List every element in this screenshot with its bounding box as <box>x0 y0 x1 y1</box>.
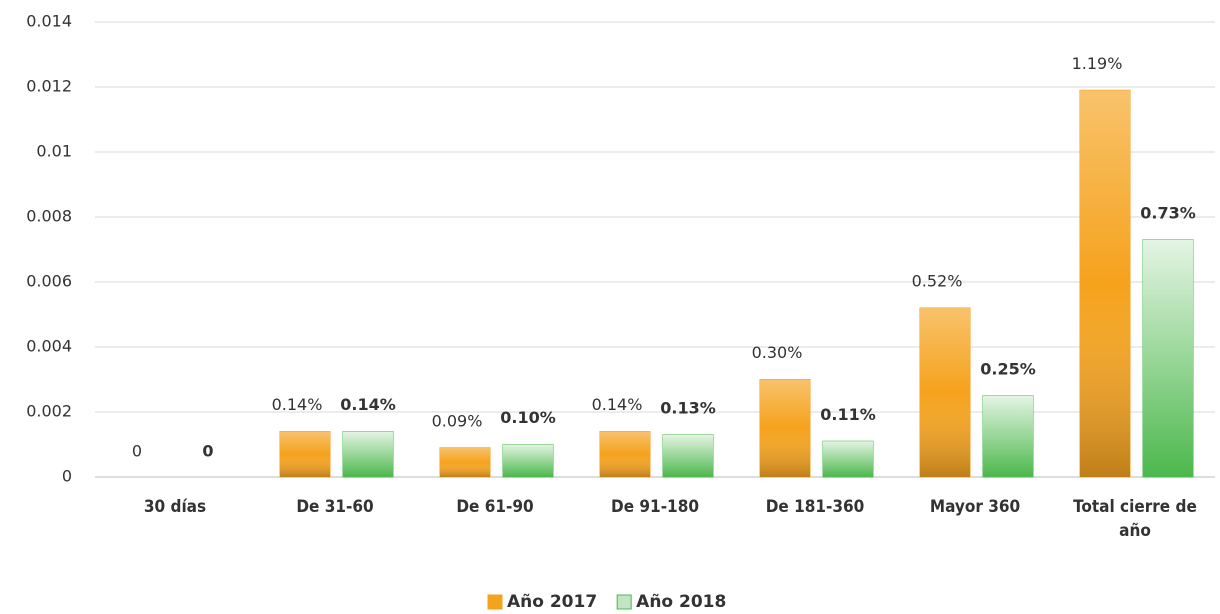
y-tick-label: 0.012 <box>26 77 72 96</box>
x-tick-label: De 91-180 <box>611 497 699 517</box>
bar-shade <box>1080 90 1130 477</box>
y-tick-label: 0.014 <box>26 12 72 31</box>
bar-shade <box>920 308 970 477</box>
data-label: 0 <box>202 442 213 461</box>
y-tick-label: 0 <box>62 467 72 486</box>
data-label: 1.19% <box>1072 54 1123 73</box>
data-label: 0.14% <box>592 395 643 414</box>
x-tick-label: Mayor 360 <box>929 497 1021 517</box>
bar-shade <box>760 379 810 477</box>
x-tick-label: 30 días <box>143 497 207 517</box>
data-label: 0.73% <box>1140 203 1196 222</box>
legend-swatch <box>616 594 632 610</box>
data-label: 0.14% <box>340 395 396 414</box>
y-tick-label: 0.008 <box>26 207 72 226</box>
bar-shade <box>440 447 490 477</box>
data-label: 0.52% <box>912 272 963 291</box>
x-tick-label: Total cierre de año <box>1073 497 1197 541</box>
legend-label: Año 2017 <box>507 592 597 612</box>
data-label: 0 <box>132 442 142 461</box>
bar-shade <box>503 444 553 477</box>
bar-shade <box>983 395 1033 477</box>
x-tick-label: De 61-90 <box>456 497 534 517</box>
y-tick-label: 0.01 <box>36 142 72 161</box>
bar-shade <box>663 434 713 477</box>
bar-shade <box>1143 239 1193 477</box>
data-label: 0.30% <box>752 343 803 362</box>
x-tick-label: De 181-360 <box>765 497 865 517</box>
y-tick-label: 0.004 <box>26 337 72 356</box>
data-label: 0.14% <box>272 395 323 414</box>
data-label: 0.10% <box>500 408 556 427</box>
bar-shade <box>823 441 873 477</box>
bar-shade <box>280 431 330 477</box>
y-tick-label: 0.002 <box>26 402 72 421</box>
data-label: 0.13% <box>660 398 716 417</box>
x-tick-label: De 31-60 <box>296 497 374 517</box>
bar-shade <box>343 431 393 477</box>
bar-shade <box>600 431 650 477</box>
data-label: 0.25% <box>980 359 1036 378</box>
legend-swatch <box>487 594 503 610</box>
legend-label: Año 2018 <box>636 592 726 612</box>
data-label: 0.09% <box>432 411 483 430</box>
data-label: 0.11% <box>820 405 876 424</box>
y-tick-label: 0.006 <box>26 272 72 291</box>
